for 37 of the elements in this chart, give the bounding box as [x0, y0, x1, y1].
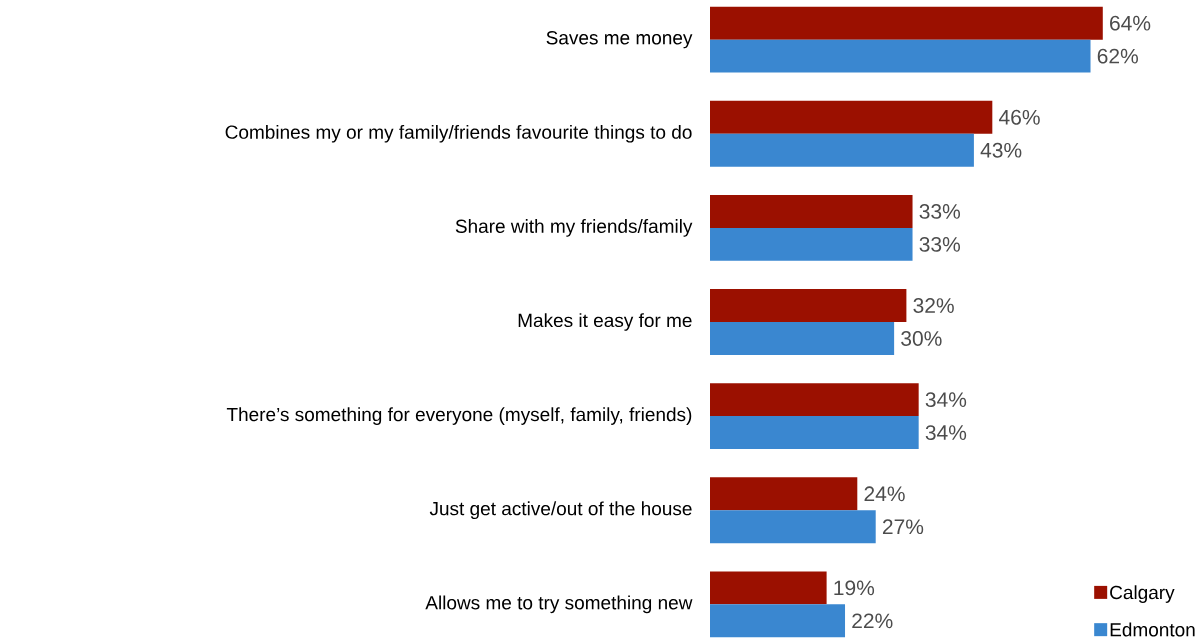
y-tick-label: Share with my friends/family	[455, 219, 693, 237]
data-label: 24%	[864, 486, 905, 502]
legend-label: Edmonton	[1110, 622, 1195, 637]
y-tick-label: Just get active/out of the house	[429, 501, 692, 520]
bar	[710, 604, 846, 638]
y-tick-label: Allows me to try something new	[425, 595, 693, 614]
data-label: 34%	[925, 392, 967, 408]
bar	[710, 100, 993, 134]
bar	[710, 477, 858, 511]
bar	[710, 194, 913, 228]
data-label: 34%	[925, 425, 967, 441]
y-tick-label: Makes it easy for me	[518, 313, 692, 331]
data-label: 27%	[882, 519, 924, 535]
legend-label: Calgary	[1110, 585, 1175, 603]
data-label: 22%	[852, 613, 893, 629]
data-label: 30%	[901, 331, 942, 346]
bar	[710, 416, 919, 450]
bar	[710, 227, 913, 261]
y-tick-label: There’s something for everyone (myself, family, friends)	[226, 407, 692, 425]
data-label: 46%	[999, 109, 1040, 125]
data-label: 32%	[913, 298, 954, 313]
bar	[710, 289, 907, 322]
bar	[710, 39, 1091, 73]
bar	[710, 383, 919, 417]
data-label: 33%	[919, 236, 961, 252]
y-tick-label: Combines my or my family/friends favourite things to do	[225, 124, 692, 143]
y-tick-label: Saves me money	[546, 31, 693, 49]
data-label: 62%	[1097, 48, 1138, 64]
bar	[710, 6, 1103, 40]
data-label: 19%	[834, 580, 875, 596]
bar	[710, 510, 876, 544]
data-label: 64%	[1110, 15, 1151, 31]
bar	[710, 571, 827, 605]
data-label: 33%	[919, 203, 961, 219]
bar	[710, 322, 895, 355]
data-label: 43%	[980, 142, 1022, 158]
bar	[710, 133, 974, 167]
